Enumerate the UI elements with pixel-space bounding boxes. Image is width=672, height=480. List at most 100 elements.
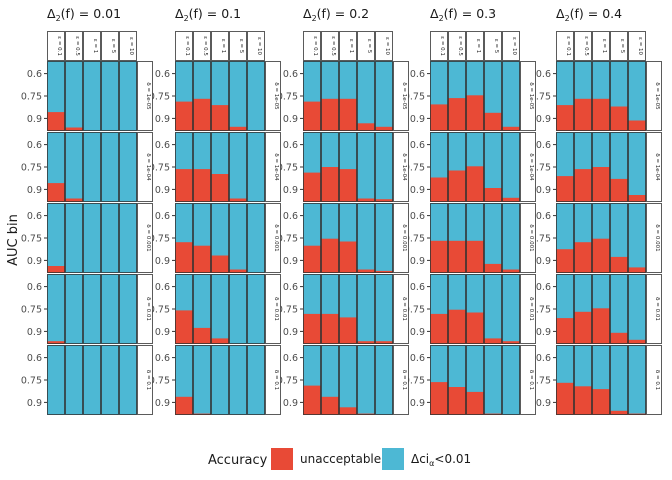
bar-acceptable [229,274,247,344]
legend-title: Accuracy [208,453,268,468]
bar-unacceptable [466,95,484,131]
bar-unacceptable [556,318,574,344]
y-tick-label: 0.6 [410,211,425,222]
delta-strip-label: δ = 1e-05 [401,82,407,110]
y-tick-label: 0.9 [283,114,298,125]
delta-strip-label: δ = 0.001 [401,224,407,251]
bar-acceptable [375,203,393,273]
y-tick-label: 0.6 [155,211,170,222]
epsilon-strip [628,31,646,61]
bar-unacceptable [193,98,211,131]
bar-acceptable [47,203,65,273]
bar-unacceptable [211,174,229,202]
bar-unacceptable [303,172,321,202]
facet-cell-border [592,61,610,131]
y-tick-label: 0.9 [283,327,298,338]
delta-strip [265,132,281,202]
panel-title-subscript: 2 [312,14,317,23]
y-tick-label: 0.9 [410,256,425,267]
legend-label-acceptable-subscript: α [429,459,435,468]
bar-unacceptable [229,269,247,273]
facet-cell-border [175,132,193,202]
delta-strip [520,274,536,344]
facet-cell-border [502,345,520,415]
facet-cell-border [574,61,592,131]
y-tick-label: 0.75 [530,305,551,316]
bar-unacceptable [47,112,65,131]
facet-cell-border [592,132,610,202]
facet-cell-border [484,61,502,131]
epsilon-strip [47,31,65,61]
y-tick-label: 0.6 [27,69,42,80]
facet-cell-border [466,203,484,273]
y-tick-label: 0.6 [536,282,551,293]
epsilon-strip-label: ε = 10 [384,37,390,56]
epsilon-strip [484,31,502,61]
facet-cell-border [610,203,628,273]
bar-unacceptable [448,387,466,415]
facet-cell-border [592,203,610,273]
bar-unacceptable [628,120,646,131]
y-tick-label: 0.6 [27,282,42,293]
facet-cell-border [83,274,101,344]
delta-strip [265,61,281,131]
y-tick-label: 0.75 [277,163,298,174]
facet-cell-border [303,132,321,202]
y-tick-label: 0.75 [277,234,298,245]
epsilon-strip-label: ε = 1 [348,39,354,54]
bar-unacceptable [484,112,502,131]
bar-unacceptable [484,263,502,273]
bar-unacceptable [574,386,592,415]
bar-acceptable [357,274,375,344]
y-tick-label: 0.75 [277,305,298,316]
y-tick-label: 0.75 [404,163,425,174]
bar-unacceptable [339,98,357,131]
facet-cell-border [47,345,65,415]
facet-cell-border [119,345,137,415]
epsilon-strip-label: ε = 5 [238,39,244,54]
facet-cell-border [574,274,592,344]
facet-cell-border [119,274,137,344]
epsilon-strip-label: ε = 0.5 [457,36,463,56]
facet-cell-border [247,203,265,273]
y-tick-label: 0.6 [410,353,425,364]
epsilon-strip-label: ε = 0.1 [56,36,62,56]
facet-cell-border [101,274,119,344]
delta-strip-label: δ = 0.001 [528,224,534,251]
facet-cell-border [610,274,628,344]
bar-unacceptable [466,166,484,202]
facet-cell-border [466,132,484,202]
bar-unacceptable [556,176,574,202]
epsilon-strip [592,31,610,61]
panel-title-subscript: 2 [184,14,189,23]
y-tick-label: 0.75 [530,234,551,245]
bar-acceptable [375,345,393,415]
y-tick-label: 0.9 [155,256,170,267]
epsilon-strip [556,31,574,61]
y-tick-label: 0.9 [283,185,298,196]
facet-cell-border [211,203,229,273]
y-tick-label: 0.75 [530,376,551,387]
y-tick-label: 0.9 [536,256,551,267]
bar-unacceptable [574,311,592,344]
panel-title-rest: (f) = 0.4 [570,6,623,21]
y-tick-label: 0.75 [149,163,170,174]
y-tick-label: 0.75 [404,305,425,316]
facet-cell-border [628,203,646,273]
epsilon-strip-label: ε = 1 [220,39,226,54]
y-tick-label: 0.6 [27,211,42,222]
delta-strip [520,203,536,273]
y-tick-label: 0.75 [149,92,170,103]
delta-strip-label: δ = 0.1 [273,370,279,390]
bar-unacceptable [321,98,339,131]
delta-strip-label: δ = 1e-05 [528,82,534,110]
y-tick-label: 0.9 [27,327,42,338]
bar-unacceptable [211,255,229,273]
delta-strip-label: δ = 0.001 [273,224,279,251]
delta-strip [393,203,409,273]
epsilon-strip-label: ε = 0.1 [565,36,571,56]
bar-acceptable [101,61,119,131]
bar-acceptable [247,345,265,415]
facet-cell-border [357,345,375,415]
facet-cell-border [321,345,339,415]
